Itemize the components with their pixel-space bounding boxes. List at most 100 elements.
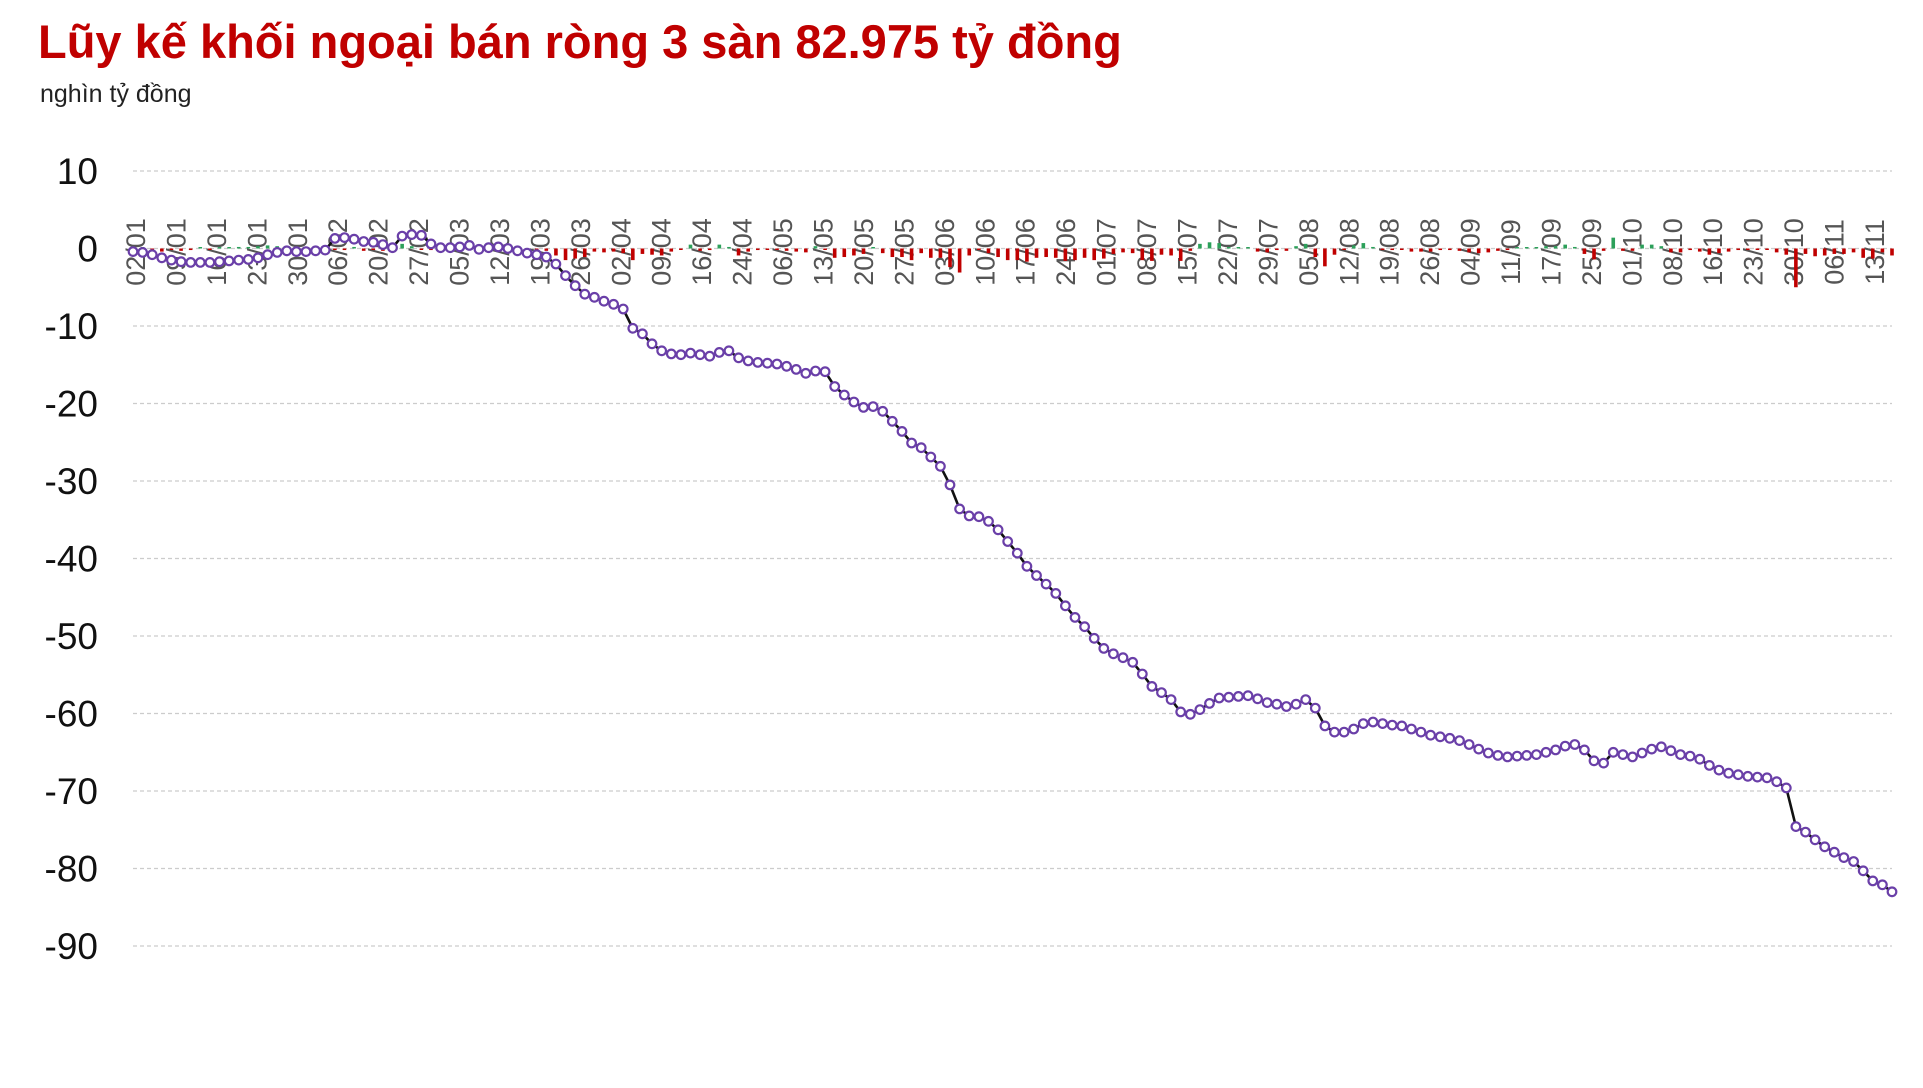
x-tick-label: 13/11: [1860, 219, 1890, 285]
daily-bar: [698, 248, 702, 251]
data-point-marker: [137, 246, 149, 258]
x-axis-ticks: 02/0109/0116/0123/0130/0106/0220/0227/02…: [121, 218, 1890, 286]
data-point-marker: [1184, 708, 1196, 720]
daily-bar: [1813, 248, 1817, 257]
data-point-marker: [377, 239, 389, 251]
daily-bar: [1198, 243, 1202, 249]
daily-bar: [977, 248, 981, 250]
daily-bar: [669, 248, 674, 252]
x-tick-label: 08/10: [1658, 218, 1688, 286]
data-point-marker: [1280, 701, 1292, 712]
x-tick-label: 16/01: [202, 218, 232, 286]
daily-bar: [1159, 248, 1164, 255]
data-point-marker: [540, 251, 552, 263]
daily-bar: [1880, 248, 1885, 253]
daily-bar: [890, 248, 895, 258]
data-point-marker: [992, 524, 1004, 536]
x-tick-label: 03/06: [930, 218, 960, 286]
daily-bar: [1803, 248, 1808, 254]
data-point-marker: [1223, 691, 1235, 703]
daily-bar: [1573, 246, 1577, 249]
x-tick-label: 27/05: [889, 218, 919, 286]
daily-bar: [227, 247, 231, 249]
data-point-marker: [1252, 693, 1263, 705]
daily-bar: [1726, 248, 1731, 252]
data-point-marker: [1636, 747, 1648, 759]
x-tick-label: 19/08: [1375, 218, 1405, 286]
data-point-marker: [1723, 767, 1734, 779]
data-point-marker: [1031, 570, 1042, 581]
daily-bar: [1342, 248, 1346, 250]
daily-bar: [1621, 248, 1625, 251]
data-point-marker: [531, 249, 543, 261]
data-point-marker: [348, 233, 360, 245]
daily-bar: [852, 248, 856, 256]
data-point-marker: [473, 243, 485, 255]
data-point-marker: [925, 451, 937, 463]
y-tick-label: -80: [45, 849, 98, 890]
daily-bar: [1102, 248, 1106, 259]
data-point-marker: [569, 280, 581, 292]
data-point-marker: [560, 270, 571, 282]
data-point-marker: [1598, 757, 1609, 769]
daily-bar: [813, 246, 818, 249]
data-point-marker: [1069, 612, 1081, 623]
data-point-marker: [1396, 720, 1408, 732]
data-point-marker: [790, 364, 802, 375]
daily-bar: [1303, 243, 1308, 249]
data-point-marker: [329, 232, 341, 244]
daily-bar: [746, 248, 750, 252]
daily-bar: [563, 248, 568, 261]
data-point-marker: [1194, 704, 1206, 715]
data-point-marker: [1886, 886, 1898, 898]
data-point-marker: [819, 366, 831, 378]
data-point-marker: [1079, 621, 1090, 633]
daily-bar: [1707, 248, 1712, 255]
daily-bar: [611, 248, 616, 252]
data-point-marker: [1732, 769, 1744, 781]
daily-bar: [1217, 243, 1221, 249]
x-tick-label: 09/01: [161, 218, 191, 286]
daily-bar: [1890, 248, 1894, 256]
daily-bar: [352, 246, 356, 249]
data-point-marker: [1665, 745, 1677, 757]
daily-bar: [1717, 248, 1721, 254]
data-point-marker: [1444, 732, 1456, 744]
daily-bar: [1313, 248, 1318, 258]
daily-bar: [909, 248, 914, 261]
data-point-marker: [1646, 743, 1658, 755]
data-point-marker: [492, 241, 504, 253]
data-point-marker: [1838, 852, 1850, 863]
daily-bar: [236, 246, 241, 249]
data-point-marker: [1338, 726, 1350, 738]
data-point-marker: [733, 352, 744, 364]
data-point-marker: [973, 511, 985, 523]
data-point-marker: [665, 348, 677, 360]
data-point-marker: [194, 257, 206, 268]
data-point-marker: [300, 246, 312, 258]
data-point-marker: [1040, 578, 1052, 590]
daily-bar: [534, 248, 539, 251]
daily-bar: [1534, 247, 1539, 249]
data-point-marker: [1454, 735, 1465, 746]
data-point-marker: [242, 253, 254, 265]
data-point-marker: [963, 510, 975, 522]
daily-bar: [1746, 248, 1750, 251]
daily-bar: [1832, 248, 1837, 254]
data-point-marker: [1742, 770, 1754, 782]
daily-bar: [659, 248, 664, 256]
daily-bar: [1121, 248, 1125, 253]
daily-bar: [640, 248, 645, 254]
daily-bar: [582, 248, 587, 258]
daily-bar: [1438, 248, 1443, 251]
data-point-marker: [1386, 719, 1398, 731]
data-point-marker: [1550, 744, 1561, 756]
x-tick-label: 15/07: [1172, 218, 1202, 286]
daily-bar: [1332, 248, 1337, 255]
daily-bar: [1246, 247, 1250, 249]
data-point-marker: [704, 350, 716, 362]
data-point-marker: [723, 345, 735, 357]
cumulative-line-series: [127, 229, 1898, 898]
x-tick-label: 27/02: [404, 218, 434, 286]
daily-bar: [679, 248, 683, 250]
